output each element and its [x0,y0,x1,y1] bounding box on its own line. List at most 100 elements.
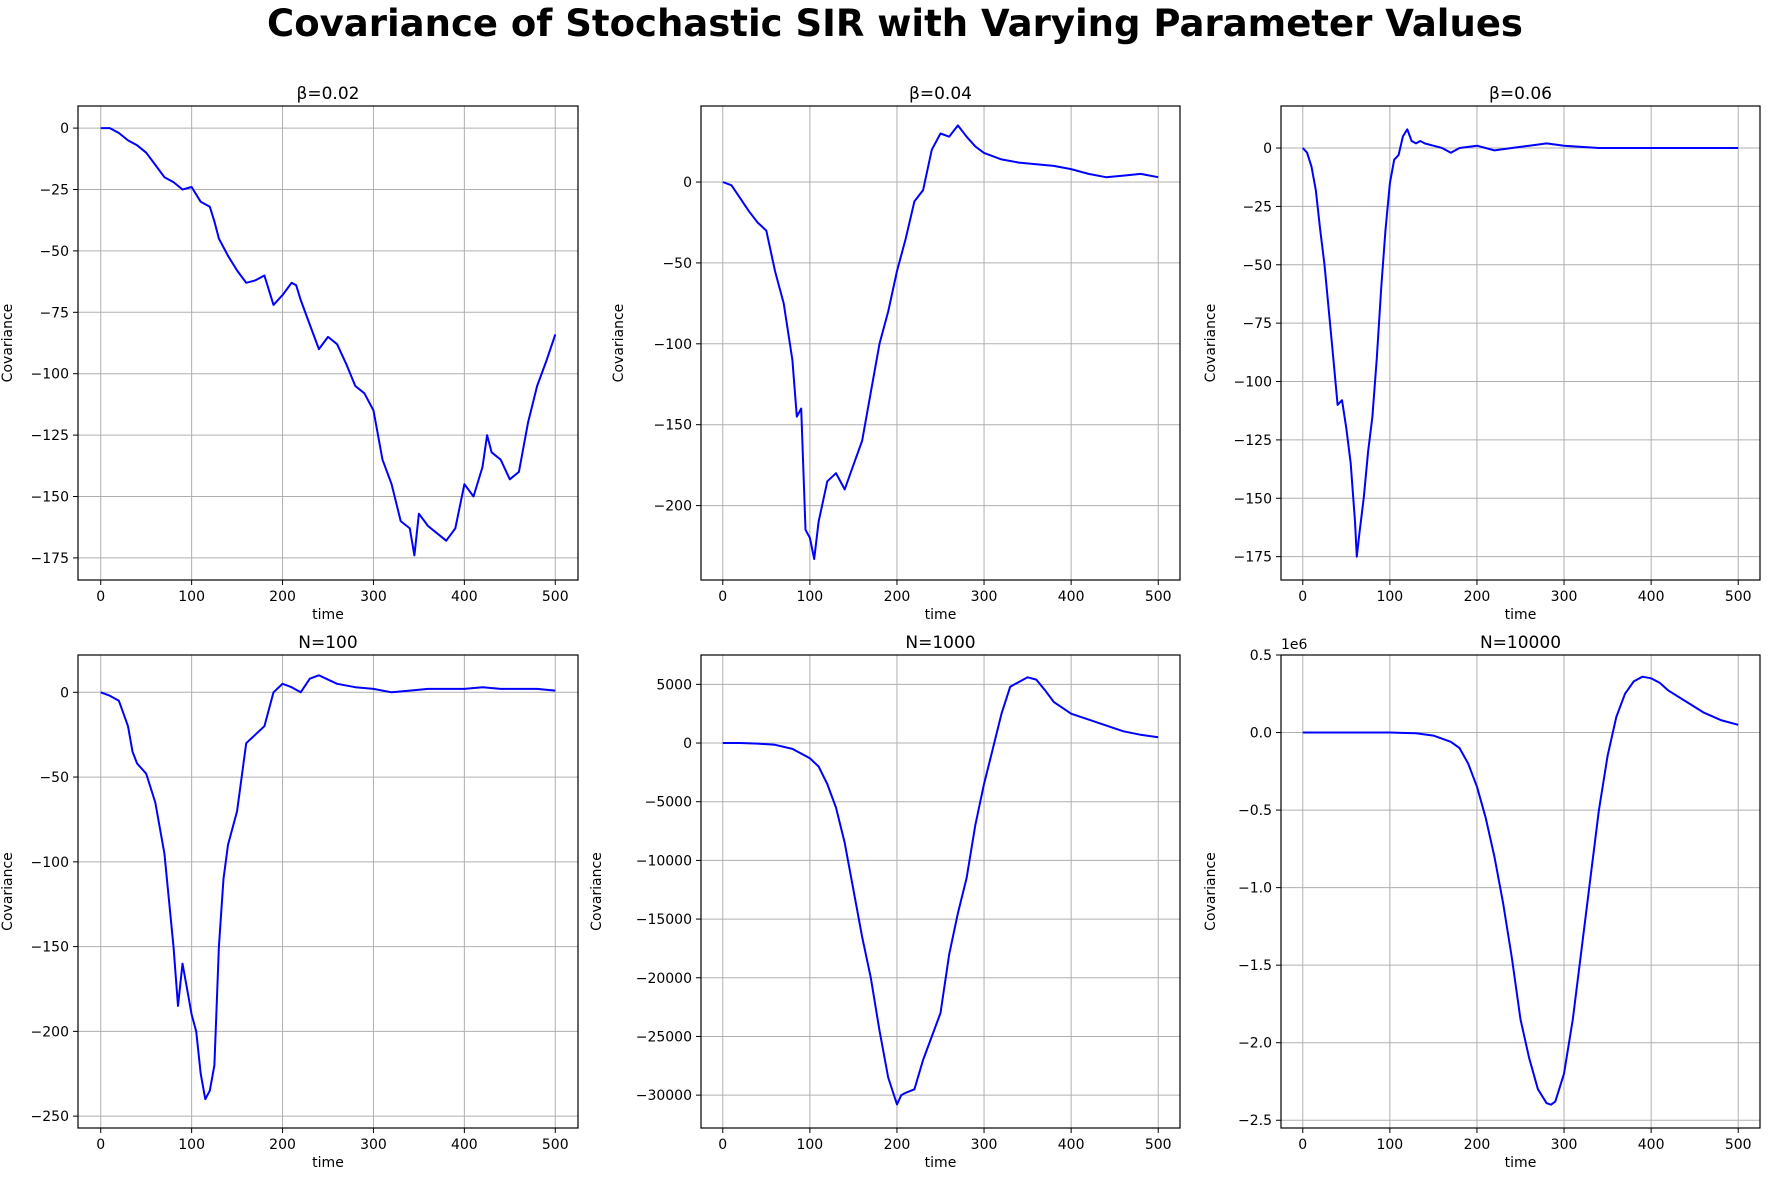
x-tick-label: 400 [451,1137,478,1153]
x-axis-label: time [1505,607,1537,623]
y-tick-label: −100 [654,337,692,353]
y-tick-label: −50 [39,770,69,786]
x-tick-label: 100 [178,1137,205,1153]
y-tick-label: −1.5 [1238,958,1272,974]
series-line [1302,675,1739,1106]
x-tick-label: 200 [884,1137,911,1153]
y-tick-label: −25 [1242,199,1272,215]
x-tick-label: 500 [542,589,569,605]
x-axis-label: time [1505,1155,1537,1171]
y-tick-label: 0 [683,175,692,191]
figure-title: Covariance of Stochastic SIR with Varyin… [267,2,1523,45]
y-tick-label: 0 [1263,141,1272,157]
subplot-title: β=0.02 [297,84,360,104]
x-tick-label: 300 [971,589,998,605]
x-tick-label: 0 [1298,589,1307,605]
y-tick-label: −100 [31,855,69,871]
x-tick-label: 200 [269,589,296,605]
subplot-title: β=0.06 [1489,84,1552,104]
x-axis-label: time [925,607,957,623]
y-tick-label: −175 [1234,550,1272,566]
y-tick-label: −125 [31,428,69,444]
y-tick-label: −200 [31,1024,69,1040]
x-tick-label: 300 [1551,589,1578,605]
x-tick-label: 400 [451,589,478,605]
x-tick-label: 100 [796,1137,823,1153]
y-tick-label: 0 [60,121,69,137]
x-tick-label: 200 [1464,589,1491,605]
y-axis-label: Covariance [611,304,627,383]
y-axis-label: Covariance [0,852,16,931]
x-tick-label: 100 [1376,1137,1403,1153]
y-tick-label: −20000 [636,971,692,987]
x-tick-label: 0 [96,1137,105,1153]
y-tick-label: −150 [31,940,69,956]
y-tick-label: −5000 [645,795,692,811]
y-axis-label: Covariance [1203,852,1219,931]
x-tick-label: 100 [178,589,205,605]
y-tick-label: 0 [683,736,692,752]
series-line [100,127,557,557]
x-tick-label: 400 [1058,1137,1085,1153]
x-axis-label: time [312,1155,344,1171]
y-tick-label: −25 [39,183,69,199]
y-tick-label: −10000 [636,853,692,869]
series-line [100,674,556,1101]
x-tick-label: 200 [884,589,911,605]
x-tick-label: 300 [360,1137,387,1153]
x-tick-label: 500 [542,1137,569,1153]
y-tick-label: −2.0 [1238,1036,1272,1052]
x-tick-label: 200 [269,1137,296,1153]
axes-frame [77,105,579,581]
axes-frame [1280,654,1761,1129]
y-axis-label: Covariance [0,304,16,383]
y-tick-label: −175 [31,551,69,567]
x-tick-label: 400 [1638,589,1665,605]
y-axis-label: Covariance [589,852,605,931]
x-tick-label: 300 [971,1137,998,1153]
y-tick-label: −30000 [636,1088,692,1104]
x-axis-label: time [312,607,344,623]
x-tick-label: 300 [360,589,387,605]
x-tick-label: 100 [1376,589,1403,605]
x-tick-label: 0 [1298,1137,1307,1153]
y-tick-label: −150 [31,489,69,505]
axes-frame [700,654,1181,1129]
x-tick-label: 100 [796,589,823,605]
y-tick-label: −50 [1242,258,1272,274]
y-tick-label: 0 [60,685,69,701]
y-tick-label: 0.0 [1250,726,1272,742]
y-tick-label: −75 [1242,316,1272,332]
y-tick-label: −50 [39,244,69,260]
x-tick-label: 0 [718,1137,727,1153]
x-tick-label: 400 [1058,589,1085,605]
subplot-title: N=1000 [905,633,975,653]
subplot-title: β=0.04 [909,84,972,104]
y-tick-label: 5000 [656,677,692,693]
x-tick-label: 500 [1145,1137,1172,1153]
subplot-title: N=10000 [1480,633,1561,653]
y-tick-label: −15000 [636,912,692,928]
x-tick-label: 200 [1464,1137,1491,1153]
y-tick-label: −0.5 [1238,803,1272,819]
x-tick-label: 400 [1638,1137,1665,1153]
x-tick-label: 500 [1725,589,1752,605]
y-tick-label: −50 [662,256,692,272]
x-tick-label: 500 [1145,589,1172,605]
y-tick-label: −250 [31,1109,69,1125]
y-tick-label: −150 [654,418,692,434]
series-line [1302,128,1739,558]
y-tick-label: −2.5 [1238,1113,1272,1129]
x-tick-label: 300 [1551,1137,1578,1153]
y-tick-label: −150 [1234,491,1272,507]
y-tick-label: 0.5 [1250,648,1272,664]
series-line [722,676,1159,1106]
y-axis-label: Covariance [1203,304,1219,383]
y-offset-label: 1e6 [1281,637,1308,653]
y-tick-label: −100 [1234,375,1272,391]
axes-frame [77,654,579,1129]
y-tick-label: −75 [39,305,69,321]
x-axis-label: time [925,1155,957,1171]
